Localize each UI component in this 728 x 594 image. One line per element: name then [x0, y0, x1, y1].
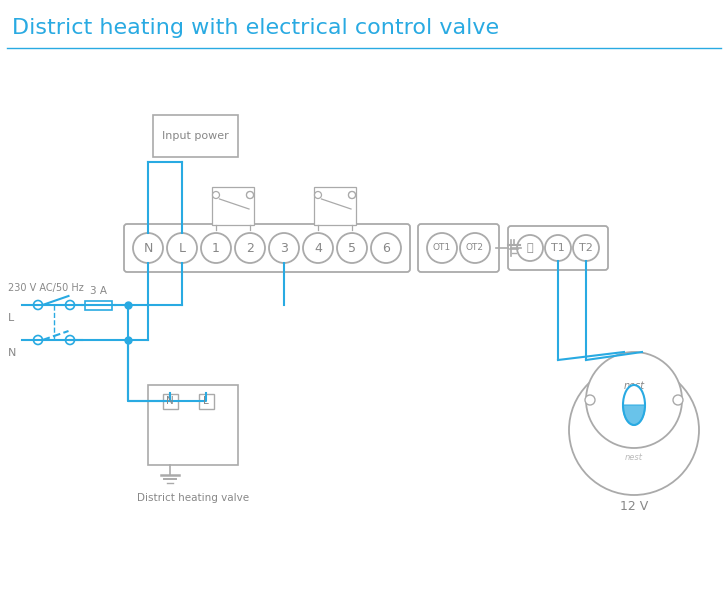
Text: N: N [166, 396, 174, 406]
Circle shape [349, 191, 355, 198]
Circle shape [349, 191, 355, 198]
Text: 4: 4 [314, 242, 322, 254]
Polygon shape [623, 405, 645, 425]
Text: N: N [143, 242, 153, 254]
Circle shape [33, 301, 42, 309]
Circle shape [247, 191, 253, 198]
Text: 3 A: 3 A [90, 286, 107, 296]
FancyBboxPatch shape [314, 187, 356, 225]
Circle shape [201, 233, 231, 263]
Text: OT2: OT2 [466, 244, 484, 252]
FancyBboxPatch shape [418, 224, 499, 272]
Text: 3: 3 [280, 242, 288, 254]
Circle shape [371, 233, 401, 263]
FancyBboxPatch shape [508, 226, 608, 270]
FancyBboxPatch shape [212, 187, 254, 225]
Text: nest: nest [625, 453, 643, 463]
Circle shape [213, 191, 220, 198]
FancyBboxPatch shape [85, 301, 112, 309]
Text: 1: 1 [212, 242, 220, 254]
Text: ⏚: ⏚ [526, 243, 534, 253]
FancyBboxPatch shape [162, 393, 178, 409]
Circle shape [427, 233, 457, 263]
Text: OT1: OT1 [433, 244, 451, 252]
FancyBboxPatch shape [124, 224, 410, 272]
Circle shape [673, 395, 683, 405]
Circle shape [573, 235, 599, 261]
Circle shape [66, 336, 74, 345]
Text: L: L [178, 242, 186, 254]
Circle shape [269, 233, 299, 263]
Text: N: N [8, 348, 16, 358]
Text: nest: nest [623, 381, 644, 391]
Text: T1: T1 [551, 243, 565, 253]
Circle shape [33, 336, 42, 345]
Text: L: L [8, 313, 15, 323]
Text: 6: 6 [382, 242, 390, 254]
Text: 5: 5 [348, 242, 356, 254]
Circle shape [235, 233, 265, 263]
Text: T2: T2 [579, 243, 593, 253]
Circle shape [133, 233, 163, 263]
Text: 2: 2 [246, 242, 254, 254]
Text: Input power: Input power [162, 131, 229, 141]
Circle shape [545, 235, 571, 261]
Circle shape [337, 233, 367, 263]
Circle shape [517, 235, 543, 261]
Text: 230 V AC/50 Hz: 230 V AC/50 Hz [8, 283, 84, 293]
Text: District heating with electrical control valve: District heating with electrical control… [12, 18, 499, 38]
FancyBboxPatch shape [152, 115, 237, 157]
Circle shape [569, 365, 699, 495]
Circle shape [460, 233, 490, 263]
FancyBboxPatch shape [199, 393, 213, 409]
Ellipse shape [623, 385, 645, 425]
Circle shape [586, 352, 682, 448]
Text: District heating valve: District heating valve [137, 493, 249, 503]
Circle shape [167, 233, 197, 263]
FancyBboxPatch shape [148, 385, 238, 465]
Circle shape [314, 191, 322, 198]
Circle shape [247, 191, 253, 198]
Text: L: L [203, 396, 209, 406]
Circle shape [303, 233, 333, 263]
Circle shape [585, 395, 595, 405]
Text: 12 V: 12 V [620, 500, 648, 513]
Circle shape [66, 301, 74, 309]
